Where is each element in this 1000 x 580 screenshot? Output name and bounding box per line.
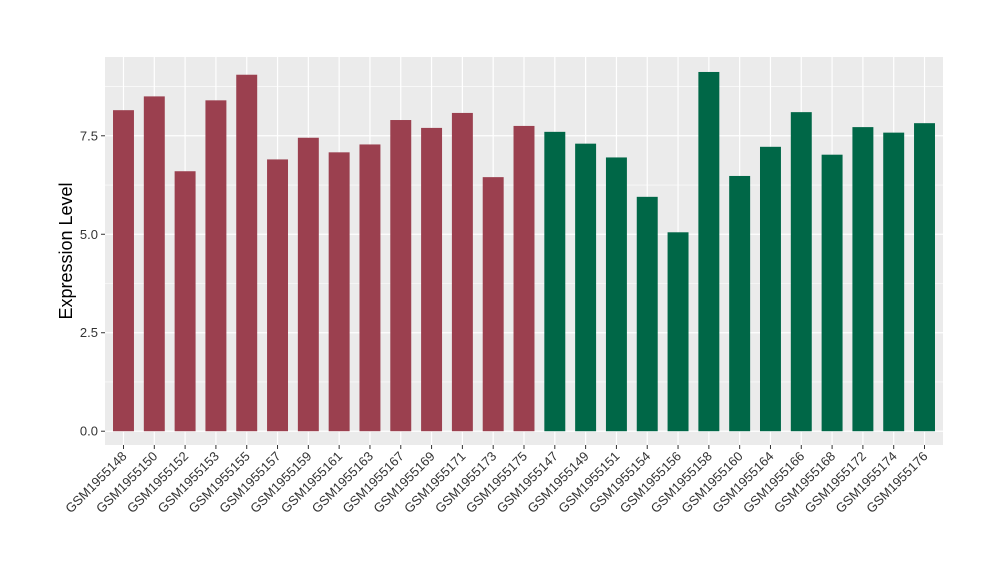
bar-GSM1955171 xyxy=(451,112,473,432)
y-tick-label: 0.0 xyxy=(80,424,98,439)
bar-GSM1955148 xyxy=(113,110,134,432)
bars xyxy=(113,71,935,432)
bar-GSM1955159 xyxy=(297,137,319,432)
bar-GSM1955147 xyxy=(544,131,566,432)
bar-GSM1955157 xyxy=(267,159,289,432)
bar-GSM1955153 xyxy=(205,100,227,432)
y-tick-label: 5.0 xyxy=(80,227,98,242)
bar-GSM1955169 xyxy=(421,127,443,432)
bar-GSM1955166 xyxy=(790,112,812,432)
x-axis: GSM1955148GSM1955150GSM1955152GSM1955153… xyxy=(62,445,931,516)
bar-GSM1955174 xyxy=(883,132,905,432)
bar-GSM1955156 xyxy=(667,232,689,432)
bar-GSM1955158 xyxy=(698,71,720,432)
bar-GSM1955154 xyxy=(636,196,658,432)
bar-GSM1955151 xyxy=(605,157,627,432)
bar-GSM1955152 xyxy=(174,171,196,432)
bar-GSM1955176 xyxy=(914,123,935,432)
bar-GSM1955149 xyxy=(575,143,597,432)
y-tick-label: 2.5 xyxy=(80,325,98,340)
bar-GSM1955155 xyxy=(236,74,258,432)
bar-GSM1955150 xyxy=(143,96,165,432)
bar-GSM1955164 xyxy=(759,146,781,432)
bar-GSM1955168 xyxy=(821,154,843,432)
bar-GSM1955167 xyxy=(390,120,412,432)
bar-GSM1955175 xyxy=(513,125,535,432)
bar-GSM1955173 xyxy=(482,177,504,432)
bar-GSM1955172 xyxy=(852,127,874,432)
y-axis: 0.0 2.5 5.0 7.5 xyxy=(80,128,105,439)
bar-GSM1955161 xyxy=(328,152,350,432)
y-axis-title: Expression Level xyxy=(56,182,76,319)
y-tick-label: 7.5 xyxy=(80,128,98,143)
bar-GSM1955163 xyxy=(359,144,381,432)
bar-GSM1955160 xyxy=(729,175,751,432)
